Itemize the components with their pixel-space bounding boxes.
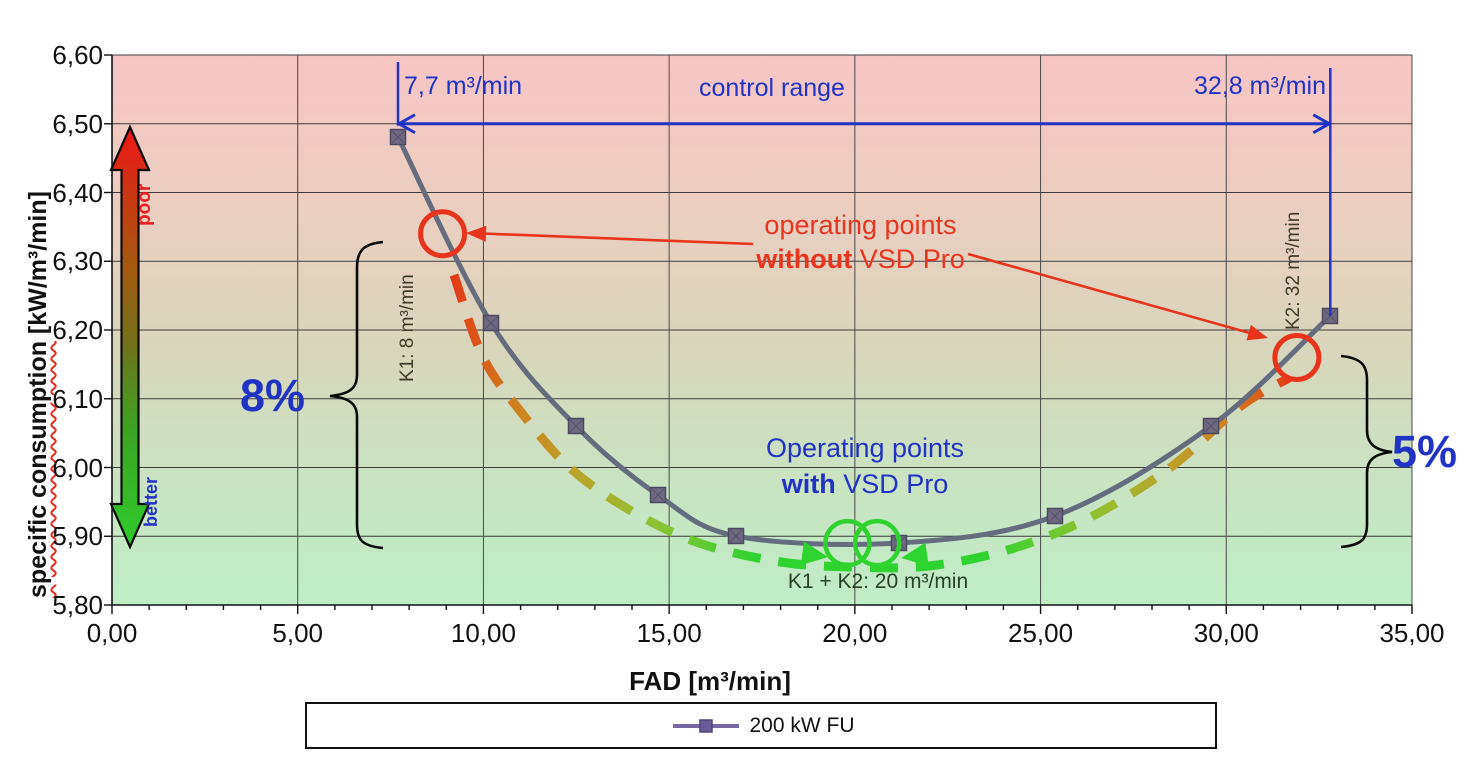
without-line1: operating points	[764, 210, 957, 240]
x-tick-label: 30,00	[1193, 618, 1259, 648]
series-marker-x	[729, 529, 743, 543]
with-line1: Operating points	[765, 433, 965, 463]
series-marker-x	[391, 130, 405, 144]
series-marker-x	[569, 419, 583, 433]
y-tick-label: 6,50	[52, 108, 103, 139]
legend-marker-icon	[673, 718, 740, 733]
series-curve	[395, 134, 1333, 547]
without-vsd-arrow-line-right	[967, 252, 1265, 339]
poor-label: poor	[134, 183, 155, 226]
x-axis-title: FAD [m³/min]	[629, 666, 791, 696]
poor-better-scale-arrow	[109, 124, 151, 550]
without-rest: VSD Pro	[852, 244, 965, 274]
saving-5-percent-brace	[1340, 354, 1393, 549]
k1-label: K1: 8 m³/min	[397, 274, 418, 382]
x-tick-label: 35,00	[1379, 618, 1445, 648]
vsd-arrowhead-right	[800, 541, 829, 566]
without-vsd-arrow-line-left	[469, 231, 754, 246]
with-line2: with VSD Pro	[695, 466, 1035, 502]
control-range-min-label: 7,7 m³/min	[404, 72, 523, 100]
y-tick-label: 6,40	[52, 177, 103, 208]
x-tick-label: 15,00	[636, 618, 702, 648]
vsd-arrowhead-left	[901, 542, 929, 567]
y-tick-label: 6,00	[52, 452, 103, 483]
saving-8-percent-brace	[329, 240, 384, 550]
without-line2: without VSD Pro	[698, 242, 1023, 276]
without-vsd-arrowhead-left	[466, 225, 487, 242]
control-range-arrowhead-right	[1312, 113, 1333, 135]
vsd-operating-point-circle	[823, 518, 872, 568]
x-tick-label: 10,00	[450, 618, 516, 648]
vsd-operating-point-circle	[852, 518, 902, 568]
y-tick-label: 6,20	[52, 315, 103, 345]
x-tick-label: 0,00	[86, 618, 138, 648]
control-range-label: control range	[699, 74, 845, 102]
series-marker-x	[484, 316, 498, 330]
y-tick-label: 6,10	[52, 383, 103, 414]
control-range-arrowhead-left	[395, 113, 416, 135]
y-tick-label: 6,60	[52, 40, 103, 70]
x-tick-label: 25,00	[1008, 618, 1074, 648]
k1-operating-point-circle	[418, 209, 468, 259]
series-marker-x	[651, 488, 665, 502]
k1-plus-k2-label: K1 + K2: 20 m³/min	[787, 570, 969, 593]
operating-points-without-vsd-label: operating points without VSD Pro	[698, 208, 1023, 276]
k2-operating-point-circle	[1272, 333, 1322, 382]
k2-label: K2: 32 m³/min	[1283, 211, 1304, 330]
y-tick-label: 5,80	[52, 590, 103, 620]
series-marker-x	[1048, 509, 1062, 523]
y-tick-label: 6,30	[52, 246, 103, 277]
better-label: better	[141, 476, 161, 527]
without-word: without	[756, 244, 853, 274]
y-tick-label: 5,90	[52, 521, 103, 552]
series-marker-x	[1204, 419, 1218, 433]
control-range-max-label: 32,8 m³/min	[1194, 72, 1326, 100]
operating-points-with-vsd-label: Operating points with VSD Pro	[695, 430, 1035, 502]
without-vsd-arrowhead-right	[1246, 324, 1268, 341]
legend-series-label: 200 kW FU	[749, 713, 855, 737]
with-rest: VSD Pro	[835, 469, 949, 499]
legend: 200 kW FU	[305, 702, 1217, 749]
saving-8-percent-label: 8%	[240, 370, 306, 421]
x-tick-label: 20,00	[822, 618, 888, 648]
with-word: with	[781, 469, 836, 499]
x-tick-label: 5,00	[272, 618, 323, 648]
saving-5-percent-label: 5%	[1392, 426, 1458, 477]
vsd-dashed-curve	[449, 273, 1292, 573]
